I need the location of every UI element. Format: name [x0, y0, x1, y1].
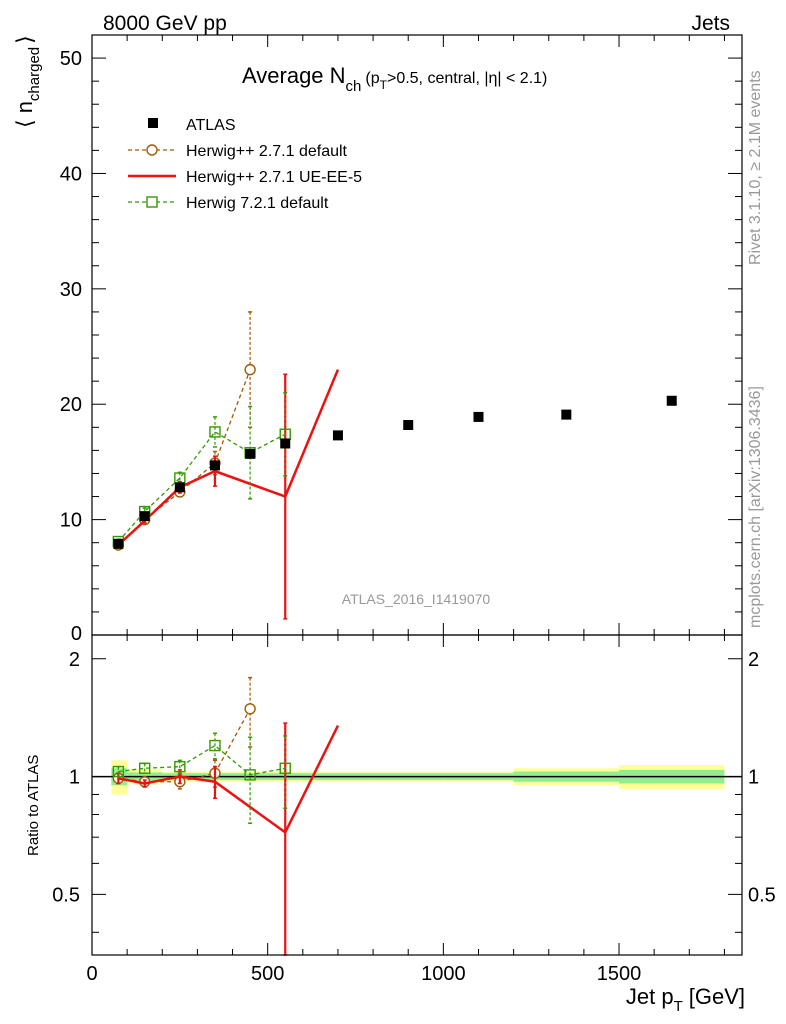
x-axis-label-sub: T: [674, 998, 683, 1015]
data-point-square: [112, 765, 125, 778]
ratio-tick-label: 1: [69, 767, 80, 789]
data-point-square: [279, 762, 291, 774]
ratio-tick-label-right: 2: [748, 649, 759, 671]
legend-marker-square: [146, 196, 158, 208]
atlas-data-point: [561, 409, 572, 420]
legend-label: Herwig 7.2.1 default: [186, 195, 329, 212]
data-point-square: [244, 769, 256, 781]
title-paren-sub: T: [380, 78, 388, 92]
data-point-square: [209, 739, 221, 752]
data-point-square: [174, 760, 186, 773]
atlas-data-point: [280, 438, 291, 449]
title-sub: ch: [346, 78, 362, 95]
y-axis-label: ⟨ ncharged ⟩: [12, 35, 43, 128]
series-line: [117, 369, 340, 546]
x-axis-label-main: Jet p: [626, 984, 674, 1009]
x-tick-label: 500: [251, 963, 284, 985]
x-axis-label: Jet pT [GeV]: [626, 984, 745, 1015]
legend: ATLAS Herwig++ 2.7.1 default Herwig++ 2.7.…: [128, 117, 362, 212]
data-point-square: [209, 426, 221, 438]
ratio-tick-label: 0.5: [52, 884, 80, 906]
y-axis-label-close: ⟩: [12, 35, 37, 44]
legend-marker-circle: [146, 144, 158, 156]
category-label: Jets: [691, 12, 730, 35]
atlas-data-point: [332, 430, 343, 441]
ratio-tick-label-right: 0.5: [748, 884, 776, 906]
atlas-data-point: [245, 448, 256, 459]
x-tick-label: 1500: [597, 963, 642, 985]
atlas-data-point: [139, 511, 150, 522]
data-point-circle: [244, 703, 256, 715]
series-line: [118, 725, 340, 835]
title-main: Average N: [242, 63, 346, 88]
y-tick-label: 40: [60, 163, 82, 185]
atlas-data-point: [113, 538, 124, 549]
y-tick-label: 0: [71, 623, 82, 645]
data-point-circle: [244, 363, 256, 376]
x-tick-label: 0: [86, 963, 97, 985]
energy-label: 8000 GeV pp: [103, 12, 227, 35]
legend-label: Herwig++ 2.7.1 UE-EE-5: [186, 169, 362, 186]
atlas-data-point: [473, 411, 484, 422]
atlas-data-point: [666, 395, 677, 406]
axis-ticks: [91, 34, 742, 955]
x-tick-label: 1000: [421, 963, 466, 985]
legend-marker-atlas: [148, 118, 158, 128]
y-tick-label: 50: [60, 48, 82, 70]
y-tick-label: 20: [60, 394, 82, 416]
legend-label: ATLAS: [186, 117, 236, 134]
atlas-data-point: [174, 482, 185, 493]
title-paren-open: (p: [365, 70, 379, 87]
y-axis-label-main: ⟨ n: [12, 101, 37, 128]
y-tick-label: 30: [60, 279, 82, 301]
atlas-data-point: [209, 460, 220, 471]
ratio-axis-label: Ratio to ATLAS: [25, 755, 42, 856]
mcplots-label: mcplots.cern.ch [arXiv:1306.3436]: [747, 386, 764, 628]
analysis-label: ATLAS_2016_I1419070: [342, 591, 491, 607]
series-layer: [112, 311, 677, 956]
atlas-data-point: [403, 420, 414, 430]
data-point-square: [139, 762, 151, 774]
y-axis-label-sub: charged: [26, 47, 43, 101]
title-paren-rest: >0.5, central, |η| < 2.1): [387, 70, 547, 87]
rivet-label: Rivet 3.1.10, ≥ 2.1M events: [747, 70, 764, 265]
ratio-tick-label: 2: [69, 649, 80, 671]
plot-title: Average Nch (pT>0.5, central, |η| < 2.1): [242, 63, 547, 95]
legend-label: Herwig++ 2.7.1 default: [186, 143, 348, 160]
ratio-panel-frame: [91, 634, 743, 956]
ratio-tick-label-right: 1: [748, 767, 759, 789]
x-axis-label-unit: [GeV]: [689, 984, 745, 1009]
y-tick-label: 10: [60, 510, 82, 532]
